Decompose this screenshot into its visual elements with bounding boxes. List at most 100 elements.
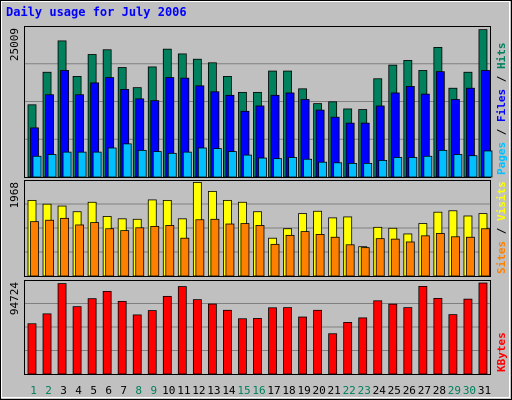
bar-sites-day-1	[30, 221, 39, 277]
day-label-28: 28	[433, 384, 446, 397]
bar-pages-day-13	[212, 148, 222, 178]
bar-pages-day-3	[62, 151, 72, 178]
bar-sites-day-27	[420, 235, 430, 277]
bar-sites-day-17	[270, 243, 280, 277]
bar-sites-day-11	[180, 237, 190, 277]
day-label-17: 17	[267, 384, 280, 397]
day-label-5: 5	[90, 384, 97, 397]
bar-sites-day-24	[375, 238, 385, 277]
day-label-13: 13	[207, 384, 220, 397]
bar-sites-day-5	[90, 222, 100, 277]
bar-pages-day-23	[363, 162, 373, 178]
bar-sites-day-9	[150, 225, 160, 277]
legend-entry: KBytes	[495, 332, 508, 372]
bar-pages-day-15	[243, 154, 252, 178]
panel-kbytes: 94724 KBytes	[8, 280, 508, 375]
bar-pages-day-18	[288, 157, 297, 178]
bar-kbytes-day-27	[418, 285, 428, 375]
chart-title: Daily usage for July 2006	[6, 5, 187, 19]
bar-kbytes-day-30	[463, 298, 473, 375]
bar-pages-day-31	[483, 150, 493, 178]
bar-sites-day-18	[285, 234, 295, 277]
legend-entry: Hits	[495, 43, 508, 70]
bar-kbytes-day-22	[343, 322, 353, 375]
y-max-tick-label: 25009	[8, 28, 21, 61]
bar-pages-day-1	[32, 155, 42, 178]
bar-sites-day-26	[405, 241, 415, 277]
bar-sites-day-15	[240, 223, 250, 277]
legend-entry: Files	[495, 89, 508, 122]
day-label-10: 10	[162, 384, 175, 397]
bar-sites-day-14	[225, 223, 235, 277]
bar-pages-day-27	[423, 155, 433, 178]
bar-kbytes-day-3	[57, 283, 67, 375]
legend-entry: Sites	[495, 241, 508, 274]
bar-kbytes-day-16	[253, 318, 262, 375]
bar-sites-day-10	[165, 225, 175, 277]
day-label-22: 22	[343, 384, 356, 397]
bar-pages-day-10	[167, 152, 177, 178]
day-label-19: 19	[297, 384, 310, 397]
bar-kbytes-day-12	[192, 299, 202, 375]
day-label-14: 14	[222, 384, 236, 397]
day-label-2: 2	[45, 384, 52, 397]
day-label-20: 20	[313, 384, 326, 397]
bar-sites-day-25	[390, 238, 400, 277]
day-label-25: 25	[388, 384, 401, 397]
day-label-29: 29	[448, 384, 461, 397]
bar-sites-day-20	[315, 234, 325, 277]
day-label-21: 21	[328, 384, 341, 397]
bar-sites-day-12	[195, 219, 205, 277]
bar-pages-day-24	[378, 160, 388, 178]
series-legend: Pages / Files / Hits	[495, 43, 508, 176]
bar-pages-day-5	[92, 151, 102, 178]
day-label-11: 11	[177, 384, 190, 397]
bar-sites-day-31	[481, 228, 490, 277]
bar-kbytes-day-25	[388, 303, 398, 375]
bar-pages-day-19	[303, 158, 312, 178]
bar-kbytes-day-5	[87, 298, 97, 375]
bar-kbytes-day-10	[162, 295, 172, 375]
bar-sites-day-23	[360, 247, 370, 277]
bar-sites-day-3	[60, 217, 69, 277]
bar-pages-day-2	[47, 154, 57, 178]
bar-kbytes-day-6	[102, 290, 112, 375]
day-label-16: 16	[252, 384, 265, 397]
bar-kbytes-day-7	[117, 300, 127, 375]
bar-sites-day-29	[450, 236, 460, 277]
day-label-27: 27	[418, 384, 431, 397]
bar-sites-day-16	[255, 225, 265, 277]
y-max-tick-label: 1968	[8, 182, 21, 209]
day-label-1: 1	[30, 384, 37, 397]
bar-kbytes-day-15	[238, 318, 247, 375]
bar-sites-day-28	[435, 233, 445, 277]
bar-kbytes-day-11	[177, 286, 187, 375]
series-legend: KBytes	[495, 332, 508, 372]
bar-kbytes-day-26	[403, 307, 413, 375]
bar-pages-day-8	[137, 149, 147, 178]
bar-pages-day-30	[468, 155, 478, 178]
bar-pages-day-7	[122, 143, 132, 178]
bar-pages-day-26	[408, 157, 418, 178]
day-label-7: 7	[120, 384, 127, 397]
bar-sites-day-7	[120, 230, 130, 277]
bar-pages-day-11	[182, 151, 192, 178]
bar-sites-day-2	[45, 219, 54, 277]
day-label-4: 4	[75, 384, 82, 397]
panel-frame	[24, 280, 491, 375]
bar-sites-day-8	[135, 227, 145, 277]
x-axis-day-labels: 1 2 3 4 5 6 7 8 9 10 11 12 13 14 15 16 17 18 19 20 21 22 23 24 2…	[30, 384, 491, 397]
bar-kbytes-day-21	[328, 333, 338, 375]
bar-sites-day-21	[330, 236, 340, 277]
bar-sites-day-6	[105, 228, 115, 277]
bar-sites-day-22	[345, 244, 355, 277]
day-label-23: 23	[358, 384, 371, 397]
panel-frame	[24, 26, 491, 178]
y-max-tick-label: 94724	[8, 282, 21, 315]
legend-entry: /	[495, 122, 508, 142]
legend-entry: Pages	[495, 142, 508, 175]
day-label-30: 30	[463, 384, 476, 397]
bar-kbytes-day-31	[478, 282, 488, 375]
